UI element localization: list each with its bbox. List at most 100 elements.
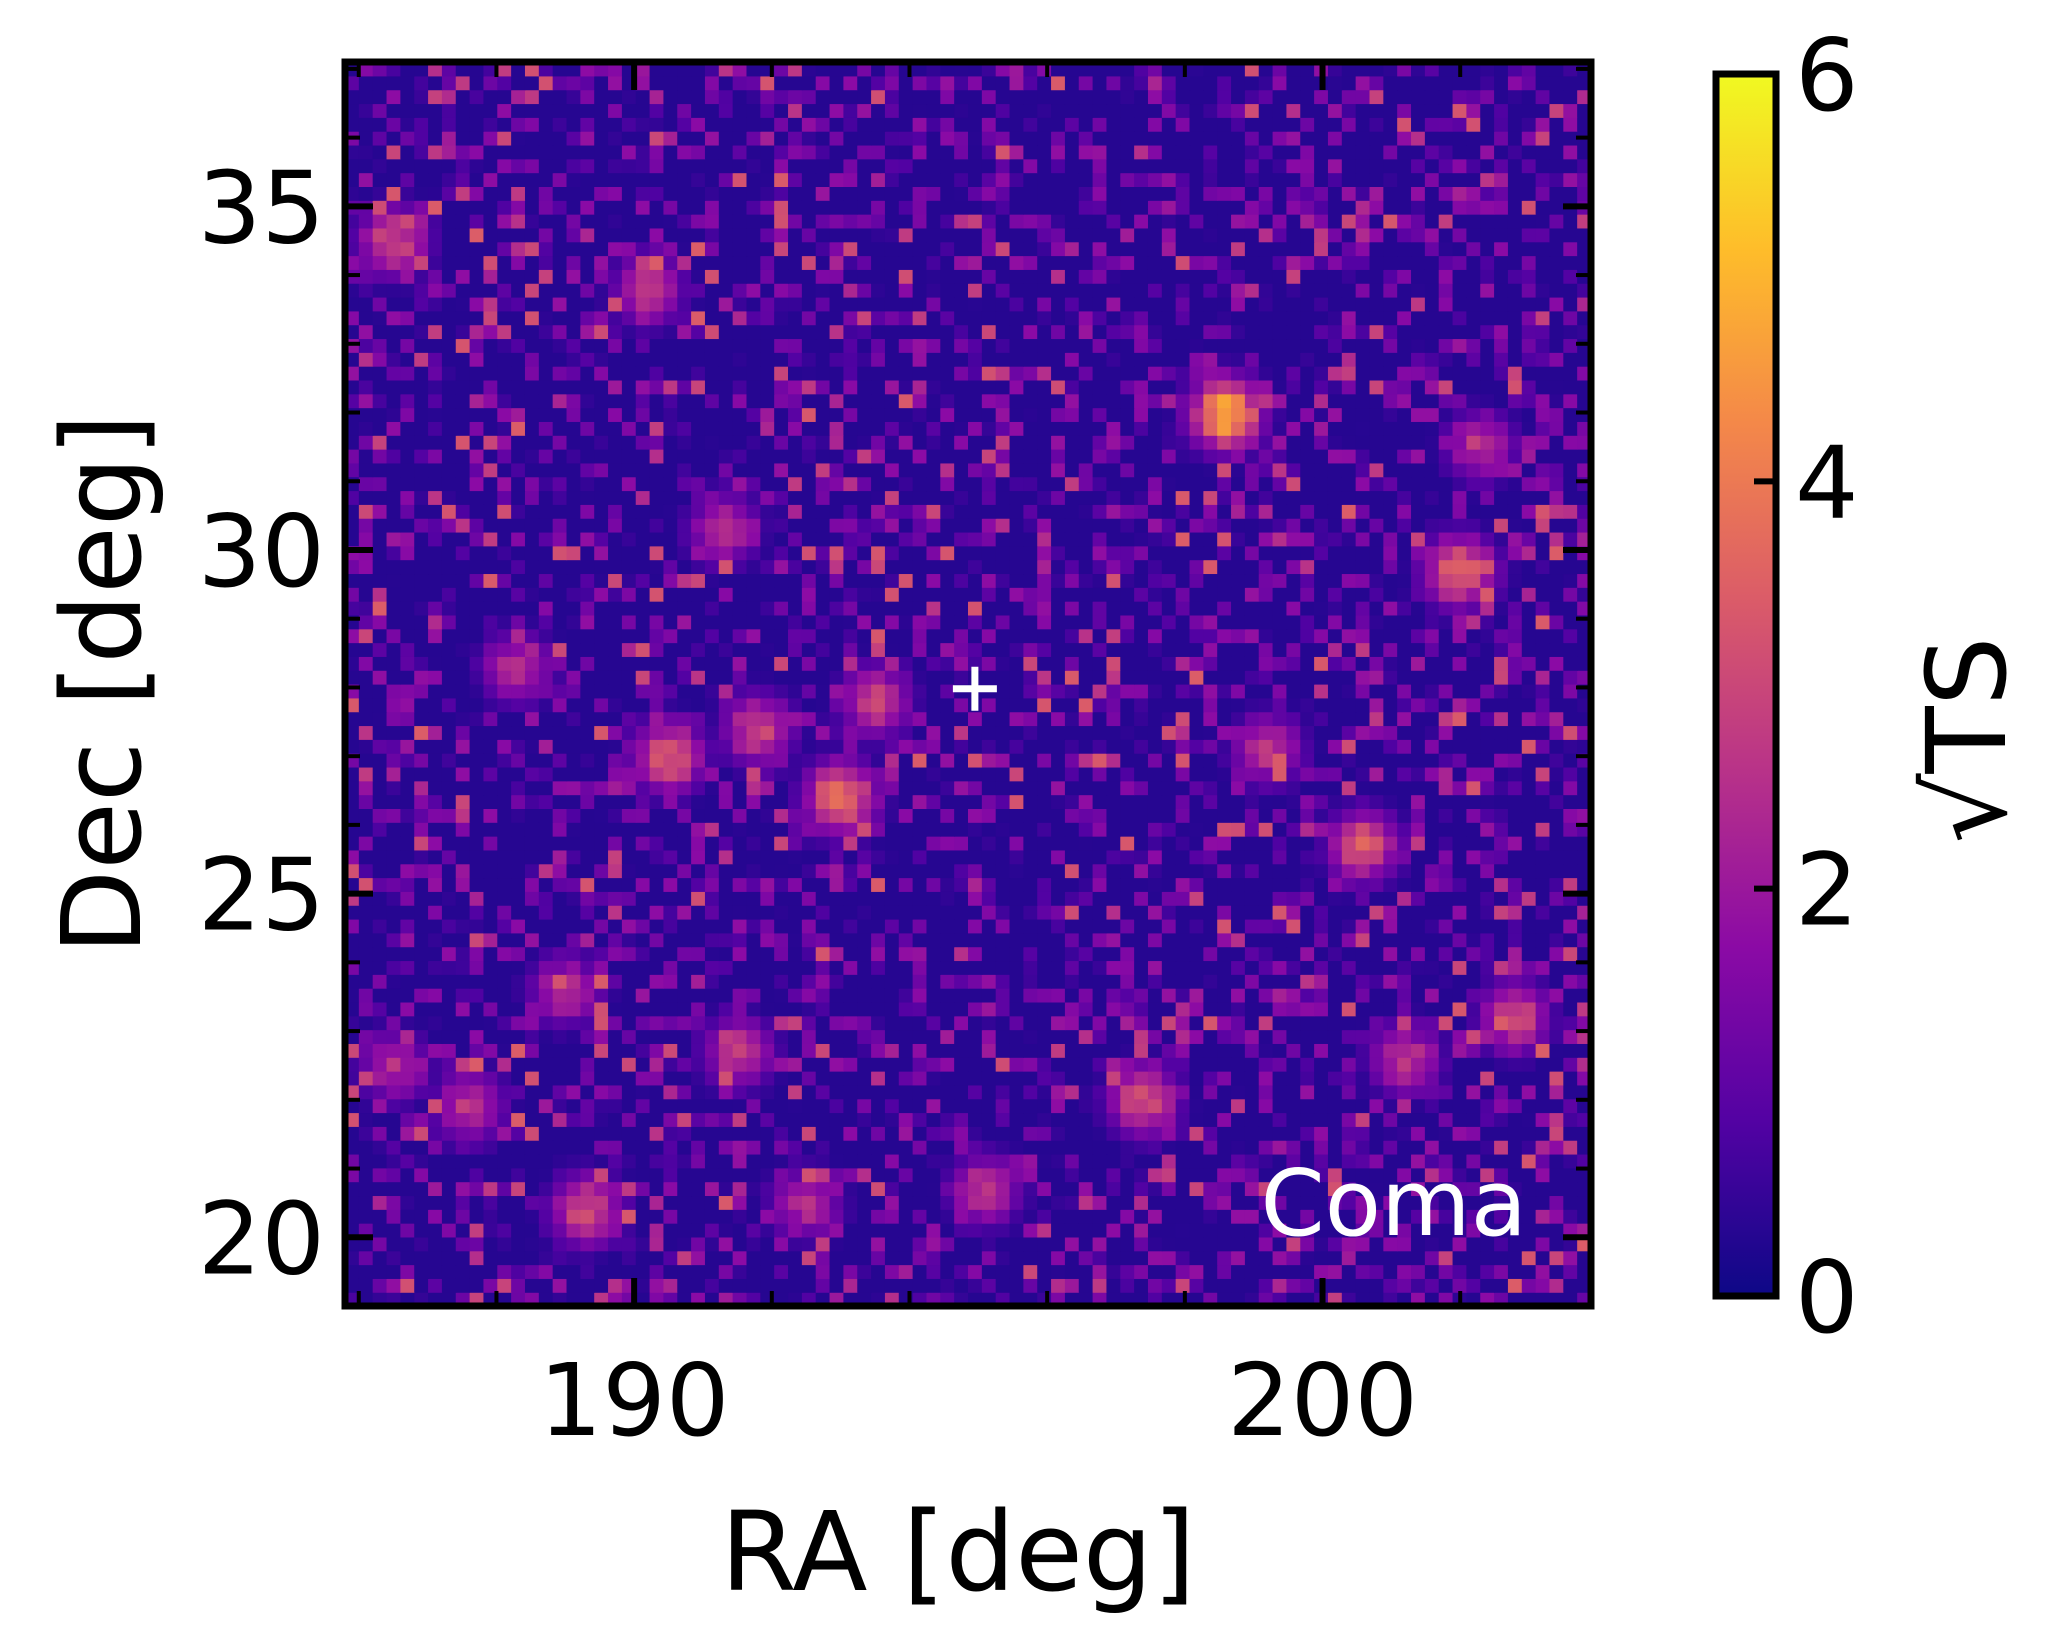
heatmap-cell <box>1023 753 1038 768</box>
heatmap-cell <box>621 891 637 906</box>
heatmap-cell <box>1051 601 1066 616</box>
heatmap-cell <box>566 1278 581 1293</box>
heatmap-cell <box>1217 1126 1232 1141</box>
heatmap-cell <box>1009 1167 1024 1183</box>
heatmap-cell <box>428 1057 443 1072</box>
heatmap-cell <box>1341 697 1357 713</box>
heatmap-cell <box>1189 1236 1204 1252</box>
heatmap-cell <box>981 628 997 644</box>
heatmap-cell <box>552 642 568 657</box>
heatmap-cell <box>1244 656 1260 671</box>
heatmap-cell <box>704 932 720 948</box>
heatmap-cell <box>608 766 623 782</box>
heatmap-cell <box>1452 822 1467 837</box>
heatmap-cell <box>1563 960 1578 975</box>
heatmap-cell <box>1397 822 1412 837</box>
heatmap-cell <box>1078 711 1094 727</box>
heatmap-cell <box>1535 1236 1551 1252</box>
heatmap-cell <box>428 891 443 906</box>
heatmap-cell <box>524 1153 540 1169</box>
heatmap-cell <box>677 614 692 630</box>
heatmap-cell <box>524 711 540 727</box>
heatmap-cell <box>843 877 858 892</box>
heatmap-cell <box>1023 1001 1038 1017</box>
heatmap-cell <box>884 1126 900 1141</box>
heatmap-cell <box>1078 545 1094 561</box>
heatmap-cell <box>815 974 831 989</box>
heatmap-cell <box>981 1195 997 1210</box>
heatmap-cell <box>677 905 692 920</box>
heatmap-cell <box>428 1015 443 1031</box>
heatmap-cell <box>511 1001 526 1017</box>
heatmap-cell <box>1203 628 1218 644</box>
heatmap-cell <box>580 1029 595 1044</box>
heatmap-cell <box>1203 601 1218 616</box>
heatmap-cell <box>1161 1223 1177 1238</box>
heatmap-cell <box>635 1195 651 1210</box>
heatmap-cell <box>1466 753 1481 768</box>
heatmap-cell <box>635 601 651 616</box>
heatmap-cell <box>732 1071 748 1086</box>
heatmap-cell <box>1411 794 1426 809</box>
heatmap-cell <box>621 642 637 657</box>
heatmap-cell <box>455 905 471 920</box>
heatmap-cell <box>566 988 581 1003</box>
heatmap-cell <box>1231 1015 1246 1031</box>
heatmap-cell <box>386 739 401 754</box>
heatmap-cell <box>1203 711 1218 727</box>
heatmap-cell <box>1051 656 1066 671</box>
heatmap-cell <box>1411 545 1426 561</box>
heatmap-cell <box>428 559 443 575</box>
heatmap-cell <box>566 1001 581 1017</box>
heatmap-cell <box>1272 794 1288 809</box>
heatmap-cell <box>1383 1181 1398 1197</box>
heatmap-cell <box>552 932 568 948</box>
heatmap-cell <box>801 891 817 906</box>
heatmap-cell <box>1563 642 1578 657</box>
heatmap-cell <box>1397 1098 1412 1114</box>
heatmap-cell <box>801 932 817 948</box>
heatmap-cell <box>1161 1153 1177 1169</box>
heatmap-cell <box>1258 753 1274 768</box>
heatmap-cell <box>1355 836 1371 851</box>
heatmap-cell <box>746 531 761 547</box>
heatmap-cell <box>1314 1098 1329 1114</box>
heatmap-cell <box>1078 974 1094 989</box>
heatmap-cell <box>1563 877 1578 892</box>
heatmap-cell <box>1438 725 1454 740</box>
heatmap-cell <box>829 1029 844 1044</box>
heatmap-cell <box>718 1209 734 1224</box>
heatmap-cell <box>635 656 651 671</box>
heatmap-cell <box>1037 1250 1052 1266</box>
heatmap-cell <box>1120 559 1135 575</box>
heatmap-cell <box>663 1098 678 1114</box>
heatmap-cell <box>801 1112 817 1127</box>
heatmap-cell <box>1521 1001 1537 1017</box>
heatmap-cell <box>566 946 581 962</box>
heatmap-cell <box>1549 1112 1564 1127</box>
heatmap-cell <box>483 684 498 699</box>
heatmap-cell <box>594 1098 609 1114</box>
heatmap-cell <box>1175 1112 1191 1127</box>
heatmap-cell <box>898 670 914 685</box>
heatmap-cell <box>1175 836 1191 851</box>
heatmap-cell <box>663 587 678 602</box>
heatmap-cell <box>1147 1153 1163 1169</box>
heatmap-cell <box>1438 905 1454 920</box>
heatmap-cell <box>1397 725 1412 740</box>
heatmap-cell <box>995 766 1011 782</box>
heatmap-cell <box>1009 891 1024 906</box>
heatmap-cell <box>940 739 955 754</box>
heatmap-cell <box>1203 1001 1218 1017</box>
heatmap-cell <box>386 918 401 934</box>
heatmap-cell <box>704 587 720 602</box>
heatmap-cell <box>912 1043 928 1058</box>
heatmap-cell <box>774 670 789 685</box>
heatmap-cell <box>372 1167 388 1183</box>
heatmap-cell <box>1009 684 1024 699</box>
heatmap-cell <box>1217 918 1232 934</box>
heatmap-cell <box>691 822 706 837</box>
heatmap-cell <box>1023 808 1038 823</box>
heatmap-cell <box>760 780 775 796</box>
heatmap-cell <box>1009 1001 1024 1017</box>
